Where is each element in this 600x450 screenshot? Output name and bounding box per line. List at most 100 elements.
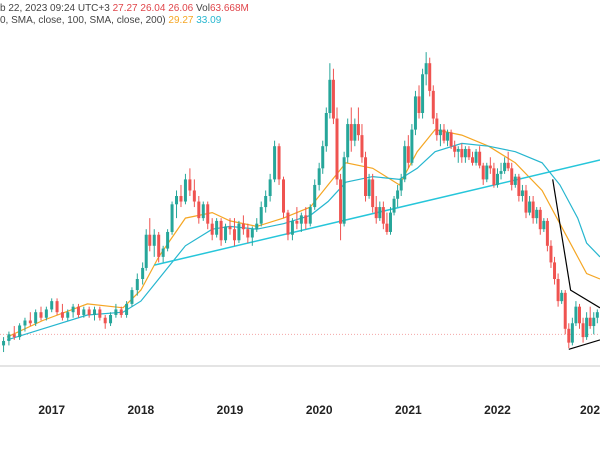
candle-body [335,118,339,180]
candle [317,162,321,191]
candle-body [510,168,514,185]
candle [201,201,205,221]
candle [474,148,478,166]
candle [192,179,196,208]
candle [510,162,514,191]
candle [71,303,75,318]
candle-body [499,171,503,174]
candle [424,52,428,86]
candle-body [282,179,286,213]
candle-body [125,303,129,315]
candle-body [442,129,446,141]
candle-body [232,229,236,241]
candle [560,290,564,304]
candle-body [563,292,567,329]
candle-body [119,309,123,315]
candle-body [485,165,489,180]
candle [467,146,471,161]
candle [413,90,417,136]
candle [7,331,11,346]
candle-body [378,207,382,219]
candle [286,209,290,241]
sma-200-line [6,142,600,341]
candle-body [474,151,478,163]
candle [23,317,27,332]
candle-body [371,179,375,208]
candle-body [268,179,272,196]
candle-body [12,334,16,338]
candle [549,240,553,268]
candle-body [87,309,91,315]
candle [183,173,187,205]
candle-body [157,234,161,257]
candle-body [538,209,542,230]
candle-body [385,223,389,232]
x-tick-label: 2017 [38,403,65,417]
candle [531,196,535,224]
candle [148,218,152,252]
candle-body [161,248,165,257]
candle [392,196,396,216]
candle [299,212,303,232]
candle [360,124,364,163]
wedge-lower-line[interactable] [568,339,600,350]
candle-body [114,309,118,315]
candle [410,124,414,166]
candle [82,306,86,318]
candle [417,85,421,119]
candle [538,207,542,235]
candle [277,143,281,185]
candle-body [313,184,317,208]
candle-body [328,79,332,113]
candle-body [183,179,187,202]
x-axis-labels: 2017 2018 2019 2020 2021 2022 202 [38,403,600,417]
candle-body [549,245,553,263]
candle [435,113,439,141]
close-value: 26.06 [168,3,194,14]
candle [295,207,299,230]
volume-value: 63.668M [209,3,249,14]
candle-body [76,306,80,315]
candle [114,303,118,318]
candle [406,135,410,169]
candle-body [135,279,139,291]
wedge-group[interactable] [552,179,600,350]
candle [237,220,241,244]
candle [460,143,464,163]
candle [264,190,268,213]
x-tick-label: 2020 [306,403,333,417]
candle-body [324,113,328,147]
candle [232,218,236,246]
ohlc-legend: b 22, 2023 09:24 UTC+3 27.27 26.04 26.06… [0,3,249,14]
x-tick-label: 2019 [217,403,244,417]
candle-body [438,129,442,136]
sma200-value: 33.09 [196,15,222,26]
wedge-upper-line[interactable] [552,179,600,309]
candle-body [295,220,299,224]
candle [103,314,107,329]
candle [197,196,201,224]
candle-body [44,309,48,318]
candle [595,309,599,324]
candle [446,129,450,147]
candle [563,290,567,335]
candle [228,218,232,235]
candles-group [2,52,599,353]
high-value: 27.27 [112,3,138,14]
candle [542,218,546,232]
candle-body [246,229,250,238]
candle-body [321,146,325,169]
candle [268,173,272,202]
low-value: 26.04 [140,3,166,14]
candle-body [503,162,507,172]
candle-body [166,231,170,249]
candle-body [109,314,113,324]
candle [506,151,510,172]
candle [28,312,32,327]
candle [513,173,517,188]
candle [396,184,400,208]
candle-body [556,279,560,302]
candle-body [506,162,510,169]
candle [313,179,317,210]
